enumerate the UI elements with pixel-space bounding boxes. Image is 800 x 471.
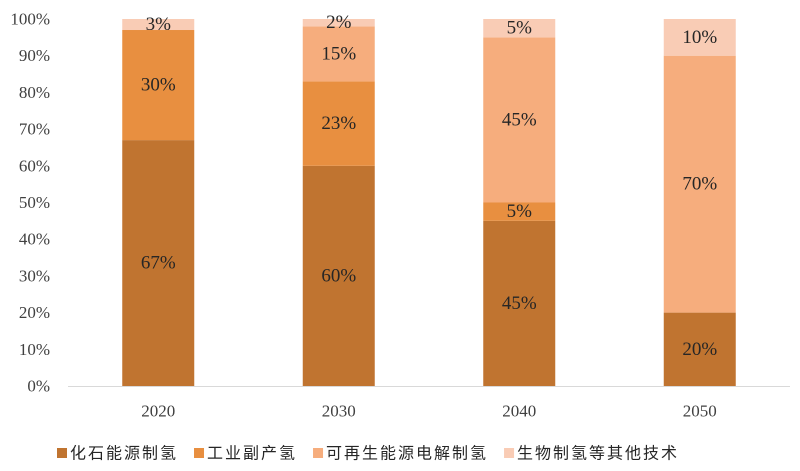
data-label: 30% [141,75,176,96]
y-tick-label: 20% [19,303,50,322]
bar-segment [302,19,375,27]
data-label: 67% [141,253,176,274]
data-label: 5% [507,18,533,39]
legend-swatch [194,448,205,458]
legend-swatch [504,448,515,458]
legend-label: 生物制氢等其他技术 [517,444,679,463]
data-label: 5% [507,201,533,222]
x-tick-label: 2040 [502,402,536,421]
legend: 化石能源制氢 工业副产氢 可再生能源电解制氢 生物制氢等其他技术 [57,444,679,463]
data-label: 60% [321,265,356,286]
y-tick-label: 0% [27,377,50,396]
data-label: 45% [502,109,537,130]
bar-segment [122,30,195,141]
data-label: 20% [682,339,717,360]
bars: 67% 30% 3% 60% 23% 15% 2% 45% 5% 45% 5% 20% 70% 10% [122,12,736,386]
y-tick-label: 40% [19,230,50,249]
bar-segment [483,220,556,386]
data-label: 2% [326,12,352,33]
y-axis: 0% 10% 20% 30% 40% 50% 60% 70% 80% 90% 100% [10,10,50,396]
y-tick-label: 70% [19,120,50,139]
data-label: 15% [321,43,356,64]
data-label: 45% [502,293,537,314]
y-tick-label: 10% [19,340,50,359]
y-tick-label: 60% [19,156,50,175]
x-axis: 2020 2030 2040 2050 [68,386,790,421]
bar-segment [663,55,736,313]
legend-swatch [57,448,67,458]
data-label: 70% [682,174,717,195]
bar-segment [483,19,556,38]
y-tick-label: 30% [19,266,50,285]
bar-segment [483,37,556,203]
x-tick-label: 2020 [141,402,175,421]
legend-label: 工业副产氢 [207,444,297,463]
y-tick-label: 50% [19,193,50,212]
bar-segment [302,81,375,166]
data-label: 3% [146,14,172,35]
legend-swatch [313,448,324,458]
data-label: 23% [321,113,356,134]
bar-segment [302,26,375,82]
y-tick-label: 90% [19,46,50,65]
bar-segment [663,19,736,56]
bar-segment [483,202,556,221]
y-tick-label: 80% [19,83,50,102]
legend-label: 可再生能源电解制氢 [326,444,488,463]
bar-segment [663,312,736,386]
bar-segment [302,165,375,386]
legend-label: 化石能源制氢 [70,444,178,463]
x-tick-label: 2050 [683,402,717,421]
bar-segment [122,19,195,31]
data-label: 10% [682,27,717,48]
y-tick-label: 100% [10,10,50,29]
bar-segment [122,140,195,386]
x-tick-label: 2030 [322,402,356,421]
